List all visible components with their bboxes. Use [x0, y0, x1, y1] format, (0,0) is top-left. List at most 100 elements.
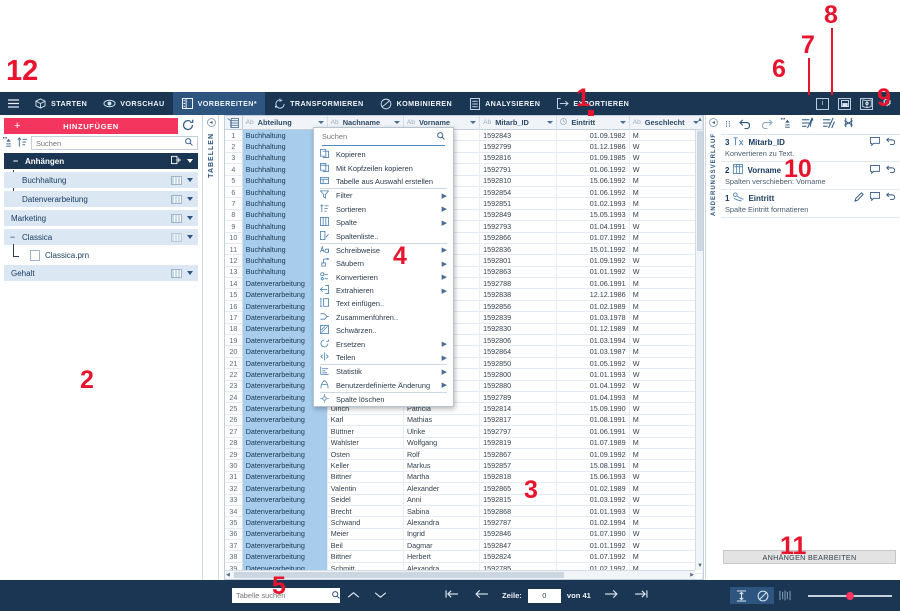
cell-vorname[interactable] — [404, 254, 481, 267]
cell-vorname[interactable]: Anni — [404, 494, 481, 506]
row-number[interactable]: 9 — [225, 220, 243, 233]
row-number[interactable]: 35 — [225, 516, 243, 529]
cell-eintritt[interactable]: 01.02.1994 — [557, 516, 630, 529]
cell-geschlecht[interactable]: W — [630, 368, 703, 381]
cell-eintritt[interactable]: 01.02.1993 — [557, 197, 630, 210]
chevron-down-icon[interactable] — [187, 178, 193, 182]
table-row[interactable]: 14 Datenverarbeitung 1592788 01.06.1991 M — [225, 277, 703, 290]
cell-eintritt[interactable]: 15.06.1993 — [557, 471, 630, 483]
cell-abteilung[interactable]: Datenverarbeitung — [242, 516, 328, 529]
cell-eintritt[interactable]: 01.08.1991 — [557, 414, 630, 426]
tree-node-gehalt[interactable]: Gehalt — [4, 265, 198, 281]
cell-mitarb-id[interactable]: 1592851 — [480, 197, 558, 210]
sidebar-search-box[interactable] — [31, 136, 198, 150]
cell-mitarb-id[interactable]: 1592880 — [480, 380, 558, 392]
table-row[interactable]: 36 Datenverarbeitung Meier Ingrid 1592846 01.… — [225, 528, 703, 541]
context-menu-item[interactable]: Säubern ▶ — [314, 257, 453, 270]
row-number[interactable]: 33 — [225, 494, 243, 506]
table-row[interactable]: 2 Buchhaltung 1592799 01.12.1986 W — [225, 140, 703, 153]
cell-geschlecht[interactable]: M — [630, 129, 703, 141]
context-menu-item[interactable]: Zusammenführen.. — [314, 311, 453, 324]
row-number[interactable]: 20 — [225, 345, 243, 358]
context-menu-item[interactable]: Spalte löschen — [314, 393, 453, 406]
undo-icon[interactable] — [886, 137, 896, 148]
next-page-button[interactable] — [597, 589, 625, 602]
cell-geschlecht[interactable]: M — [630, 459, 703, 472]
table-row[interactable]: 32 Datenverarbeitung Valentin Alexander 1592… — [225, 482, 703, 495]
cell-mitarb-id[interactable]: 1592864 — [480, 345, 558, 358]
context-menu-item[interactable]: Schwärzen.. — [314, 324, 453, 337]
cell-mitarb-id[interactable]: 1592815 — [480, 494, 558, 506]
cell-eintritt[interactable]: 01.04.1991 — [557, 220, 630, 233]
table-row[interactable]: 37 Datenverarbeitung Beil Dagmar 1592847 01.0… — [225, 539, 703, 552]
cell-vorname[interactable] — [404, 129, 481, 141]
context-menu-item[interactable]: Ersetzen ▶ — [314, 337, 453, 350]
cell-eintritt[interactable]: 01.07.1989 — [557, 437, 630, 449]
cell-eintritt[interactable]: 01.06.1992 — [557, 186, 630, 198]
cell-geschlecht[interactable]: M — [630, 288, 703, 301]
row-input[interactable]: 0 — [527, 588, 561, 603]
table-search-input[interactable] — [236, 591, 332, 600]
book-icon[interactable] — [860, 97, 874, 110]
row-number[interactable]: 38 — [225, 550, 243, 563]
cell-abteilung[interactable]: Datenverarbeitung — [242, 539, 328, 551]
cell-mitarb-id[interactable]: 1592799 — [480, 140, 558, 153]
table-row[interactable]: 15 Datenverarbeitung 1592838 12.12.1986 M — [225, 288, 703, 301]
row-number[interactable]: 3 — [225, 152, 243, 164]
chevron-down-icon[interactable] — [187, 197, 193, 201]
cell-geschlecht[interactable]: M — [630, 345, 703, 358]
table-row[interactable]: 9 Buchhaltung 1592793 01.04.1991 W — [225, 220, 703, 233]
row-number[interactable]: 6 — [225, 186, 243, 198]
gear-icon[interactable]: ⚙ — [882, 97, 892, 109]
cell-nachname[interactable]: Seidel — [328, 494, 404, 506]
row-number[interactable]: 24 — [225, 391, 243, 403]
cell-vorname[interactable] — [404, 300, 481, 312]
table-row[interactable]: 1 Buchhaltung 1592843 01.09.1982 M — [225, 129, 703, 142]
table-row[interactable]: 12 Buchhaltung 1592801 01.09.1992 W — [225, 254, 703, 267]
cell-mitarb-id[interactable]: 1592849 — [480, 209, 558, 221]
cell-mitarb-id[interactable]: 1592843 — [480, 129, 558, 141]
add-button[interactable]: + HINZUFÜGEN — [4, 118, 178, 134]
cell-mitarb-id[interactable]: 1592857 — [480, 459, 558, 472]
row-number[interactable]: 5 — [225, 175, 243, 187]
cell-nachname[interactable]: Wahlster — [328, 437, 404, 449]
first-page-button[interactable] — [438, 589, 466, 602]
context-menu-item[interactable]: Schreibweise ▶ — [314, 244, 453, 257]
cell-geschlecht[interactable]: M — [630, 277, 703, 289]
table-row[interactable]: 10 Buchhaltung 1592866 01.07.1992 M — [225, 232, 703, 244]
cell-eintritt[interactable]: 01.07.1992 — [557, 550, 630, 563]
row-number[interactable]: 10 — [225, 232, 243, 244]
table-row[interactable]: 21 Datenverarbeitung 1592850 01.05.1992 W — [225, 357, 703, 370]
comment-icon[interactable] — [870, 164, 880, 176]
cell-nachname[interactable]: Keller — [328, 459, 404, 472]
cell-geschlecht[interactable]: M — [630, 550, 703, 563]
scrollbar-thumb[interactable] — [234, 572, 564, 578]
history-entry[interactable]: 1 Eintritt Spalte Eintritt formatieren — [721, 190, 900, 218]
cell-geschlecht[interactable]: W — [630, 528, 703, 540]
undo-icon[interactable] — [886, 165, 896, 176]
add-table-icon[interactable] — [171, 155, 182, 167]
cell-geschlecht[interactable]: M — [630, 482, 703, 494]
comment-icon[interactable] — [870, 192, 880, 204]
cell-geschlecht[interactable]: W — [630, 494, 703, 506]
table-row[interactable]: 3 Buchhaltung 1592816 01.09.1985 W — [225, 152, 703, 165]
cell-vorname[interactable]: Alexandra — [404, 562, 481, 574]
scrollbar-thumb[interactable] — [697, 131, 703, 251]
chevron-down-icon[interactable] — [470, 121, 477, 124]
cell-geschlecht[interactable]: M — [630, 391, 703, 403]
table-row[interactable]: 31 Datenverarbeitung Bittner Martha 1592818 1… — [225, 471, 703, 484]
cell-vorname[interactable] — [404, 345, 481, 358]
table-row[interactable]: 13 Buchhaltung 1592863 01.01.1992 W — [225, 266, 703, 279]
cell-mitarb-id[interactable]: 1592800 — [480, 368, 558, 381]
menu-item-analysieren[interactable]: ANALYSIEREN — [460, 92, 548, 115]
apply-all-icon[interactable] — [822, 117, 835, 132]
info-icon[interactable]: i — [816, 97, 830, 110]
cell-eintritt[interactable]: 01.06.1992 — [557, 163, 630, 176]
cell-geschlecht[interactable]: M — [630, 186, 703, 198]
row-number[interactable]: 31 — [225, 471, 243, 483]
table-row[interactable]: 5 Buchhaltung 1592810 15.06.1992 M — [225, 175, 703, 187]
table-row[interactable]: 8 Buchhaltung 1592849 15.05.1993 M — [225, 209, 703, 222]
last-page-button[interactable] — [627, 589, 655, 602]
tree-node-anhaengen[interactable]: − Anhängen — [4, 153, 198, 169]
cell-eintritt[interactable]: 01.02.1989 — [557, 482, 630, 494]
